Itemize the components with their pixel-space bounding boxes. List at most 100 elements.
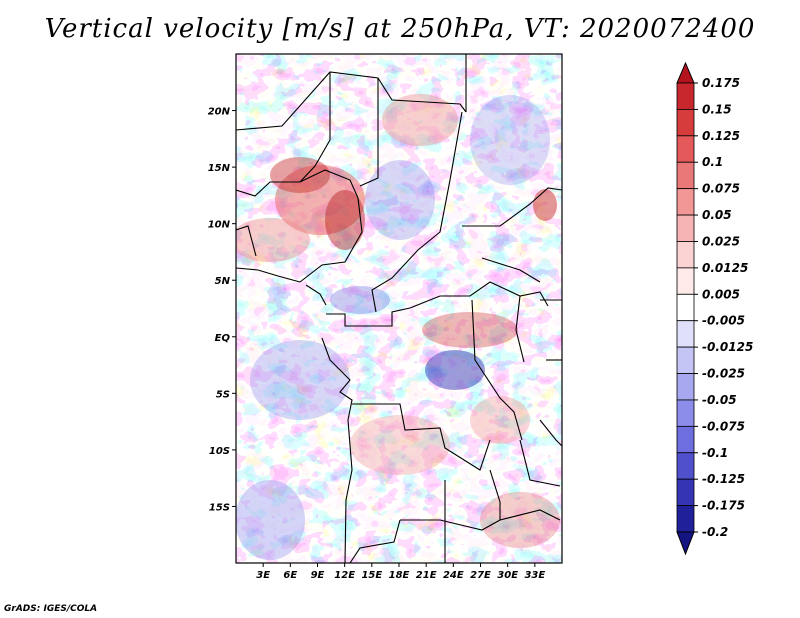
- colorbar-swatch: [676, 373, 695, 401]
- border-line: [515, 295, 525, 363]
- velocity-patch: [470, 95, 550, 185]
- lon-tick-label: 15E: [361, 570, 382, 581]
- latitude-axis: 20N 15N 10N 5N EQ 5S 10S 15S: [208, 107, 236, 513]
- lat-tick-label: 10N: [208, 220, 231, 231]
- border-line: [236, 225, 257, 257]
- lon-tick-label: 21E: [416, 570, 437, 581]
- colorbar-swatch: [676, 293, 695, 322]
- colorbar-label: 0.1: [702, 155, 723, 169]
- lon-tick-label: 6E: [283, 570, 297, 581]
- colorbar-bottom-triangle: [676, 531, 695, 556]
- colorbar-swatch: [676, 188, 695, 216]
- colorbar-label: 0.175: [702, 76, 740, 90]
- velocity-patch: [350, 415, 450, 475]
- lat-tick-label: 5S: [216, 389, 230, 400]
- velocity-patch: [382, 94, 458, 146]
- border-line: [471, 299, 523, 441]
- colorbar-label: -0.05: [702, 393, 737, 407]
- velocity-patch: [236, 218, 310, 262]
- colorbar-swatch: [676, 505, 695, 533]
- border-line: [299, 72, 331, 183]
- colorbar-label: -0.025: [702, 367, 745, 381]
- lat-tick-label: 20N: [208, 107, 231, 118]
- velocity-patch: [236, 480, 305, 560]
- velocity-patch: [533, 189, 557, 221]
- colorbar-swatch: [676, 452, 695, 480]
- lon-tick-label: 18E: [389, 570, 410, 581]
- credit-label: GrADS: IGES/COLA: [4, 604, 98, 614]
- lat-tick-label: 15S: [209, 502, 230, 513]
- velocity-patch: [480, 492, 560, 548]
- border-line: [305, 284, 327, 306]
- colorbar-label: -0.2: [702, 525, 728, 539]
- colorbar-label: 0.005: [702, 287, 740, 301]
- colorbar-swatch: [676, 109, 695, 137]
- colorbar-label: -0.175: [702, 499, 745, 513]
- colorbar-swatch: [676, 399, 695, 427]
- border-line: [321, 337, 353, 421]
- colorbar-label: -0.1: [702, 446, 728, 460]
- velocity-patch: [470, 396, 530, 444]
- lon-tick-label: 33E: [524, 570, 545, 581]
- border-line: [326, 307, 411, 327]
- colorbar-swatch: [676, 161, 695, 190]
- longitude-axis: 3E 6E 9E 12E 15E 18E 21E 24E 27E 30E 33E: [256, 563, 545, 581]
- lon-tick-label: 9E: [311, 570, 325, 581]
- map-figure: 3E 6E 9E 12E 15E 18E 21E 24E 27E 30E 33E 20N 15N 10N…: [208, 53, 753, 581]
- colorbar-label: -0.075: [702, 419, 745, 433]
- colorbar-label: 0.075: [702, 182, 740, 196]
- border-line: [462, 187, 562, 227]
- lon-tick-label: 27E: [470, 570, 491, 581]
- velocity-patch: [330, 286, 390, 314]
- border-line: [481, 257, 541, 283]
- map-title: Vertical velocity [m/s] at 250hPa, VT: 2…: [44, 14, 756, 44]
- colorbar-label: 0.025: [702, 234, 740, 248]
- colorbar-swatch: [676, 135, 695, 163]
- colorbar-swatch: [676, 346, 695, 374]
- lat-tick-label: 5N: [215, 276, 231, 287]
- colorbar-swatch: [676, 425, 695, 454]
- colorbar-label: -0.125: [702, 472, 745, 486]
- colorbar-label: -0.0125: [702, 340, 753, 354]
- border-line: [519, 439, 561, 487]
- lat-tick-label: EQ: [215, 333, 231, 344]
- border-line: [499, 509, 561, 521]
- colorbar-label: 0.125: [702, 129, 740, 143]
- velocity-patch: [270, 157, 330, 193]
- colorbar-label: 0.0125: [702, 261, 748, 275]
- colorbar-swatch: [676, 267, 695, 295]
- map-panel: 3E 6E 9E 12E 15E 18E 21E 24E 27E 30E 33E 20N 15N 10N…: [208, 53, 563, 581]
- colorbar-top-triangle: [676, 61, 695, 84]
- border-line: [539, 419, 562, 447]
- colorbar-swatch: [676, 320, 695, 348]
- velocity-patch: [422, 312, 518, 348]
- border-line: [344, 419, 353, 563]
- lon-tick-label: 24E: [443, 570, 464, 581]
- lon-tick-label: 12E: [334, 570, 355, 581]
- border-line: [359, 78, 379, 187]
- velocity-patch: [325, 190, 365, 250]
- border-line: [400, 469, 501, 531]
- country-borders: [236, 54, 562, 563]
- colorbar-label: 0.15: [702, 102, 732, 116]
- lat-tick-label: 10S: [209, 446, 230, 457]
- colorbar-swatch: [676, 214, 695, 242]
- border-line: [236, 169, 363, 283]
- lat-tick-label: 15N: [208, 163, 231, 174]
- lon-tick-label: 30E: [497, 570, 518, 581]
- border-line: [409, 281, 549, 309]
- border-line: [371, 111, 463, 313]
- colorbar: 0.175 0.15 0.125 0.1 0.075 0.05 0.025 0.0125 0.0…: [676, 61, 753, 556]
- velocity-patch: [250, 340, 350, 420]
- colorbar-swatch: [676, 478, 695, 506]
- border-line: [349, 519, 401, 563]
- colorbar-swatch: [676, 241, 695, 269]
- colorbar-label: 0.05: [702, 208, 732, 222]
- colorbar-label: -0.005: [702, 314, 745, 328]
- velocity-patch: [365, 160, 435, 240]
- velocity-features: [236, 94, 560, 560]
- lon-tick-label: 3E: [256, 570, 270, 581]
- colorbar-swatch: [676, 82, 695, 110]
- velocity-patch: [425, 350, 485, 390]
- border-line: [236, 267, 301, 283]
